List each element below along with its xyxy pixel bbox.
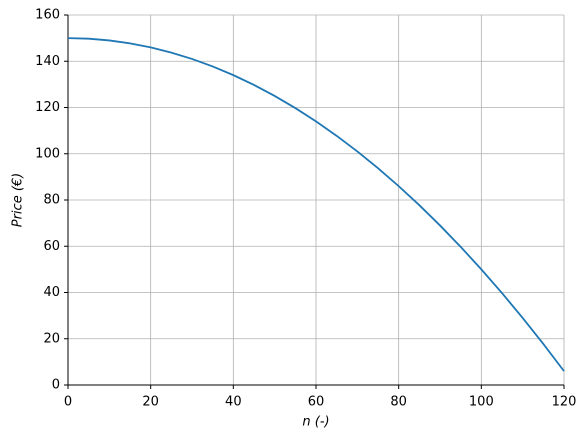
line <box>67 37 565 372</box>
y-axis-label: Price (€) <box>11 173 26 228</box>
x-tick-label: 100 <box>469 395 494 410</box>
y-tick-label: 40 <box>43 285 60 300</box>
x-tick-label: 40 <box>225 395 242 410</box>
x-tick-label: 80 <box>390 395 407 410</box>
x-axis-label: n (-) <box>302 415 329 430</box>
y-tick-label: 20 <box>43 331 60 346</box>
x-tick-label: 0 <box>64 395 72 410</box>
y-tick-label: 160 <box>35 8 60 23</box>
y-tick-label: 0 <box>52 378 60 393</box>
x-tick-label: 20 <box>142 395 159 410</box>
y-tick-label: 100 <box>35 146 60 161</box>
x-tick-label: 60 <box>308 395 325 410</box>
y-tick-label: 60 <box>43 239 60 254</box>
x-tick-label: 120 <box>552 395 577 410</box>
y-tick-label: 140 <box>35 54 60 69</box>
y-tick-label: 80 <box>43 193 60 208</box>
y-tick-label: 120 <box>35 100 60 115</box>
